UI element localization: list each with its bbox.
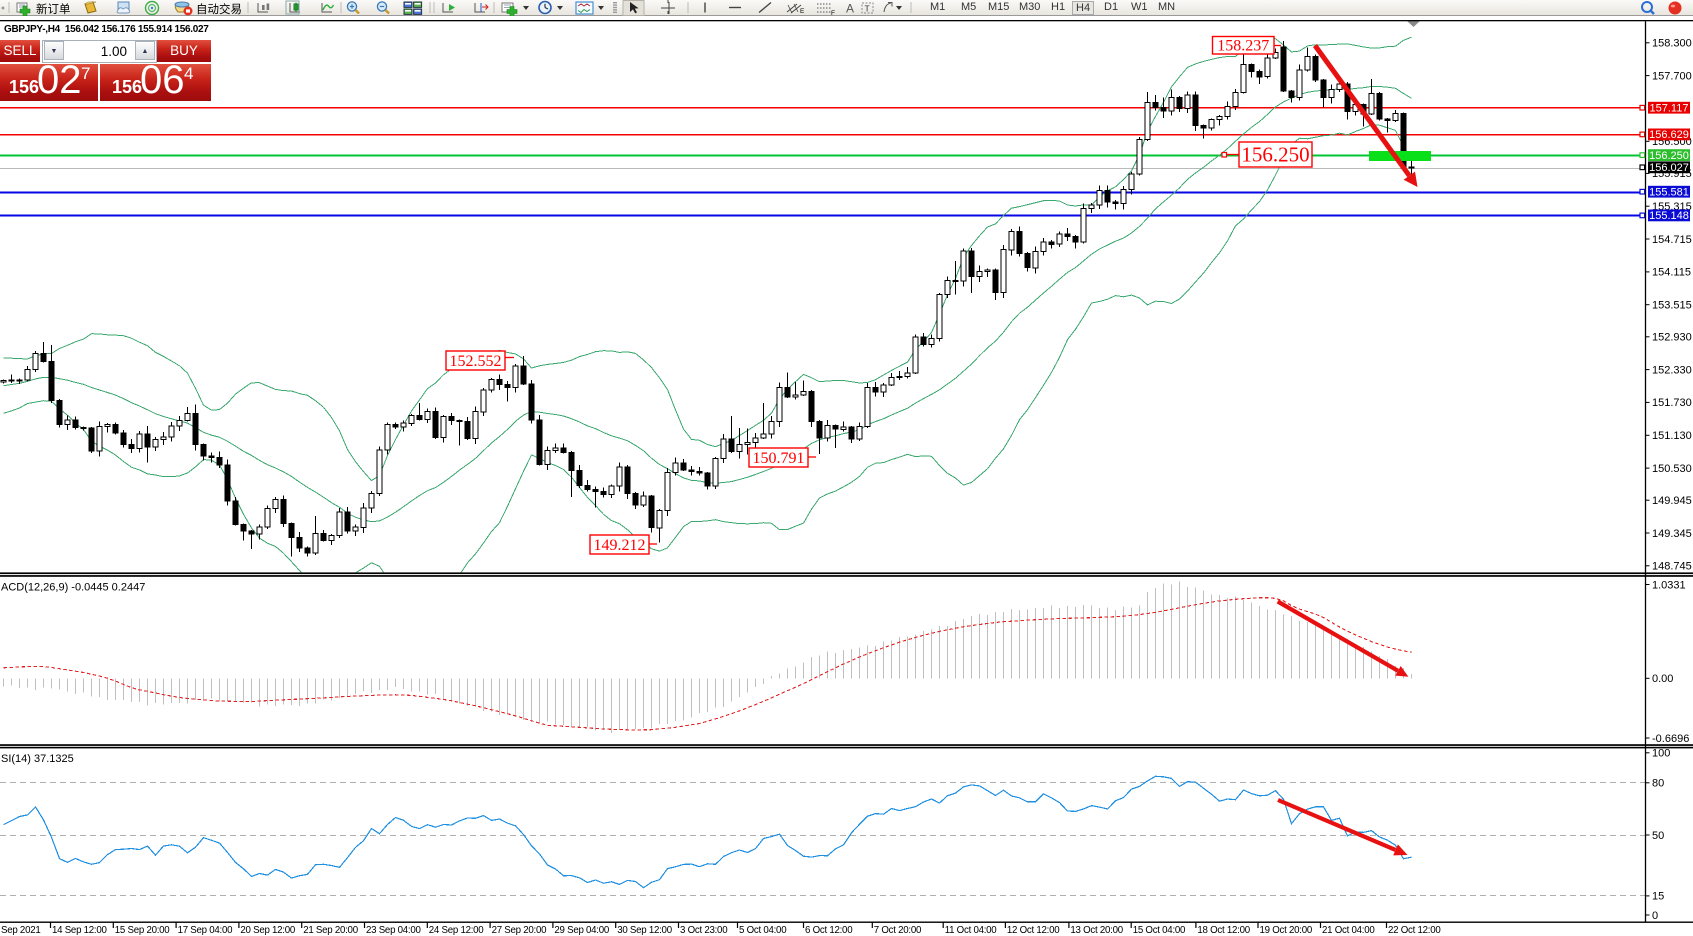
svg-text:1.0331: 1.0331 [1652,579,1686,591]
svg-text:149.212: 149.212 [594,537,646,554]
svg-text:F: F [831,10,835,16]
svg-text:150.791: 150.791 [753,450,805,467]
svg-text:6 Oct 12:00: 6 Oct 12:00 [805,925,853,936]
svg-text:21 Oct 04:00: 21 Oct 04:00 [1322,925,1375,936]
svg-text:13 Oct 20:00: 13 Oct 20:00 [1070,925,1123,936]
svg-text:157.117: 157.117 [1650,103,1689,115]
svg-text:5 Oct 04:00: 5 Oct 04:00 [739,925,787,936]
svg-text:154.715: 154.715 [1652,234,1692,246]
svg-text:21 Sep 20:00: 21 Sep 20:00 [303,925,359,936]
svg-text:50: 50 [1652,830,1664,842]
svg-text:29 Sep 04:00: 29 Sep 04:00 [554,925,610,936]
svg-text:24 Sep 12:00: 24 Sep 12:00 [429,925,485,936]
svg-text:11 Oct 04:00: 11 Oct 04:00 [945,925,998,936]
svg-text:155.915: 155.915 [1652,168,1692,180]
svg-text:156.500: 156.500 [1652,136,1692,148]
svg-text:155.581: 155.581 [1649,187,1689,199]
svg-text:-0.6696: -0.6696 [1652,733,1689,745]
svg-text:155.148: 155.148 [1649,210,1689,222]
svg-text:7 Oct 20:00: 7 Oct 20:00 [874,925,922,936]
svg-text:A: A [846,2,854,16]
svg-text:19 Oct 20:00: 19 Oct 20:00 [1260,925,1313,936]
svg-text:15 Oct 04:00: 15 Oct 04:00 [1133,925,1186,936]
svg-text:80: 80 [1652,778,1664,790]
svg-text:100: 100 [1652,748,1670,760]
svg-text:150.530: 150.530 [1652,463,1692,475]
svg-text:18 Oct 12:00: 18 Oct 12:00 [1197,925,1250,936]
svg-text:27 Sep 20:00: 27 Sep 20:00 [492,925,548,936]
svg-text:ACD(12,26,9) -0.0445 0.2447: ACD(12,26,9) -0.0445 0.2447 [1,582,145,594]
svg-text:151.730: 151.730 [1652,397,1692,409]
svg-text:152.552: 152.552 [450,353,502,370]
svg-text:158.237: 158.237 [1217,38,1269,55]
svg-text:Sep 2021: Sep 2021 [1,925,40,936]
svg-text:149.345: 149.345 [1652,528,1692,540]
svg-text:152.930: 152.930 [1652,332,1692,344]
svg-text:148.745: 148.745 [1652,561,1692,573]
svg-text:156.027: 156.027 [1649,162,1689,174]
svg-text:3 Oct 23:00: 3 Oct 23:00 [680,925,728,936]
svg-text:155.315: 155.315 [1652,201,1692,213]
svg-text:12 Oct 12:00: 12 Oct 12:00 [1007,925,1060,936]
svg-text:154.115: 154.115 [1652,267,1691,279]
svg-text:149.945: 149.945 [1652,495,1692,507]
svg-text:153.515: 153.515 [1652,300,1692,312]
svg-text:15: 15 [1652,891,1664,903]
svg-text:156.250: 156.250 [1649,150,1689,162]
svg-text:30 Sep 12:00: 30 Sep 12:00 [617,925,673,936]
svg-text:0.00: 0.00 [1652,673,1673,685]
svg-text:157.700: 157.700 [1652,70,1692,82]
svg-text:SI(14) 37.1325: SI(14) 37.1325 [1,753,74,765]
svg-text:14 Sep 12:00: 14 Sep 12:00 [52,925,108,936]
svg-text:0: 0 [1652,910,1658,922]
svg-text:17 Sep 04:00: 17 Sep 04:00 [178,925,234,936]
svg-text:T: T [865,4,870,14]
svg-text:158.300: 158.300 [1652,38,1692,50]
svg-text:20 Sep 12:00: 20 Sep 12:00 [240,925,296,936]
svg-text:156.250: 156.250 [1241,143,1309,167]
svg-text:23 Sep 04:00: 23 Sep 04:00 [366,925,422,936]
svg-text:156.629: 156.629 [1649,129,1689,141]
svg-text:15 Sep 20:00: 15 Sep 20:00 [115,925,171,936]
svg-text:E: E [800,8,805,15]
svg-text:22 Oct 12:00: 22 Oct 12:00 [1388,925,1441,936]
svg-text:152.330: 152.330 [1652,364,1692,376]
svg-text:151.130: 151.130 [1652,430,1692,442]
